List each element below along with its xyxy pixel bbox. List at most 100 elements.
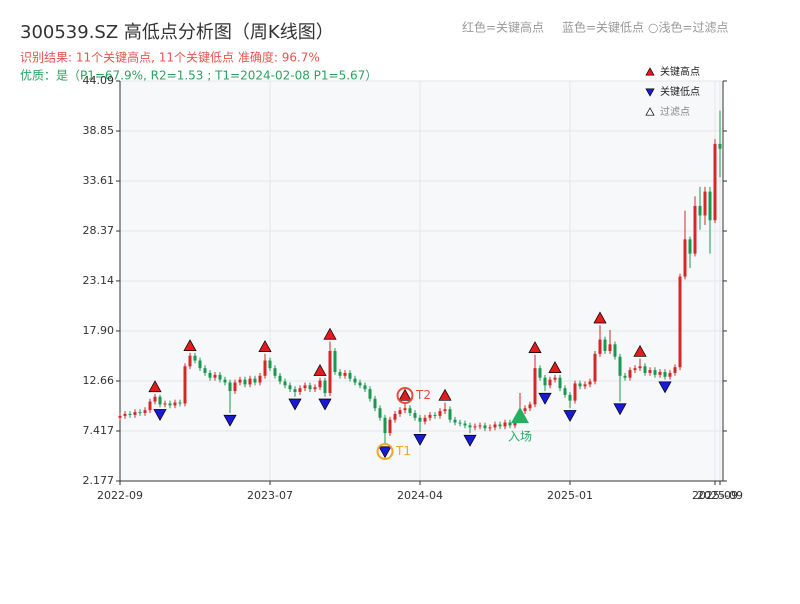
- low-marker: [153, 409, 167, 422]
- candle-body: [458, 422, 462, 424]
- candle-body: [478, 425, 482, 427]
- candle-body: [238, 379, 242, 383]
- high-marker: [148, 380, 162, 393]
- candle-body: [558, 377, 562, 389]
- subtitle: 识别结果: 11个关键高点, 11个关键低点 准确度: 96.7%: [20, 50, 320, 65]
- candle-body: [183, 366, 187, 404]
- y-tick-label: 7.417: [83, 424, 115, 437]
- candle-body: [703, 191, 707, 216]
- candle-body: [538, 368, 542, 378]
- low-marker: [413, 433, 427, 446]
- candle-body: [588, 381, 592, 385]
- candle-body: [628, 370, 632, 378]
- x-tick-label: 2025-01: [547, 489, 593, 502]
- y-tick-label: 44.09: [83, 74, 115, 87]
- candle-body: [298, 388, 302, 393]
- low-marker: [463, 434, 477, 447]
- candle-body: [553, 377, 557, 380]
- high-marker: [593, 311, 607, 324]
- candle-body: [338, 371, 342, 376]
- low-marker: [538, 392, 552, 405]
- candle-body: [438, 411, 442, 416]
- candle-body: [233, 382, 237, 392]
- candle-body: [683, 239, 687, 277]
- candle-body: [668, 372, 672, 377]
- candle-body: [708, 191, 712, 221]
- candle-body: [713, 143, 717, 221]
- legend-label: 关键低点: [660, 85, 700, 98]
- legend-marker: [645, 107, 655, 116]
- candle-body: [158, 396, 162, 405]
- candle-body: [618, 356, 622, 376]
- candle-body: [378, 408, 382, 418]
- candle-body: [358, 382, 362, 386]
- candle-body: [638, 366, 642, 369]
- candle-body: [488, 427, 492, 429]
- candle-body: [368, 389, 372, 399]
- candle-body: [503, 422, 507, 427]
- candle-body: [468, 425, 472, 428]
- header-legend: 红色=关键高点: [462, 20, 544, 35]
- annotation-ring: [396, 387, 414, 405]
- candle-body: [428, 414, 432, 418]
- candle-body: [353, 378, 357, 383]
- candle-body: [573, 383, 577, 401]
- annotation-label: T1: [395, 444, 411, 458]
- candle-body: [598, 339, 602, 354]
- high-marker: [183, 339, 197, 352]
- candle-body: [348, 372, 352, 379]
- low-marker: [223, 414, 237, 427]
- candle-body: [248, 378, 252, 385]
- y-tick-label: 17.90: [83, 324, 115, 337]
- candle-body: [308, 385, 312, 390]
- y-tick-label: 33.61: [83, 174, 115, 187]
- candle-body: [418, 417, 422, 422]
- x-tick-label: 2022-09: [97, 489, 143, 502]
- candle-body: [328, 350, 332, 393]
- candle-body: [143, 410, 147, 414]
- header-legend: 蓝色=关键低点: [562, 21, 644, 35]
- candle-body: [693, 205, 697, 254]
- candle-body: [323, 380, 327, 393]
- candle-body: [603, 339, 607, 351]
- candle-body: [263, 360, 267, 376]
- candle-body: [218, 374, 222, 380]
- low-marker: [613, 403, 627, 416]
- y-tick-label: 2.177: [83, 474, 115, 487]
- candle-body: [213, 374, 217, 378]
- candle-body: [508, 422, 512, 426]
- high-marker: [398, 388, 412, 401]
- candle-body: [153, 396, 157, 402]
- candle-body: [293, 389, 297, 393]
- candle-body: [383, 417, 387, 434]
- candle-body: [223, 379, 227, 383]
- candle-body: [343, 372, 347, 376]
- candle-body: [413, 413, 417, 418]
- candle-body: [148, 401, 152, 411]
- candle-body: [673, 367, 677, 373]
- candle-body: [433, 414, 437, 416]
- candle-body: [633, 368, 637, 371]
- candle-body: [493, 424, 497, 428]
- candle-body: [583, 384, 587, 387]
- candle-body: [498, 424, 502, 427]
- candle-body: [253, 378, 257, 383]
- high-marker: [548, 361, 562, 373]
- x-tick-label: 2024-04: [397, 489, 443, 502]
- candle-body: [168, 403, 172, 406]
- candle-body: [173, 402, 177, 406]
- candle-body: [283, 381, 287, 386]
- legend-marker: [645, 67, 655, 76]
- candle-body: [208, 372, 212, 378]
- candle-body: [718, 143, 722, 149]
- entry-label: 入场: [508, 429, 532, 443]
- high-marker: [633, 344, 647, 357]
- high-marker: [313, 363, 327, 376]
- candle-body: [543, 377, 547, 386]
- note: 优质：是（P1=67.9%, R2=1.53 ; T1=2024-02-08 P…: [20, 69, 377, 83]
- x-tick-label: 2025-09: [692, 489, 738, 502]
- candle-body: [568, 394, 572, 401]
- candle-body: [273, 368, 277, 376]
- candle-body: [393, 413, 397, 420]
- candle-body: [188, 355, 192, 367]
